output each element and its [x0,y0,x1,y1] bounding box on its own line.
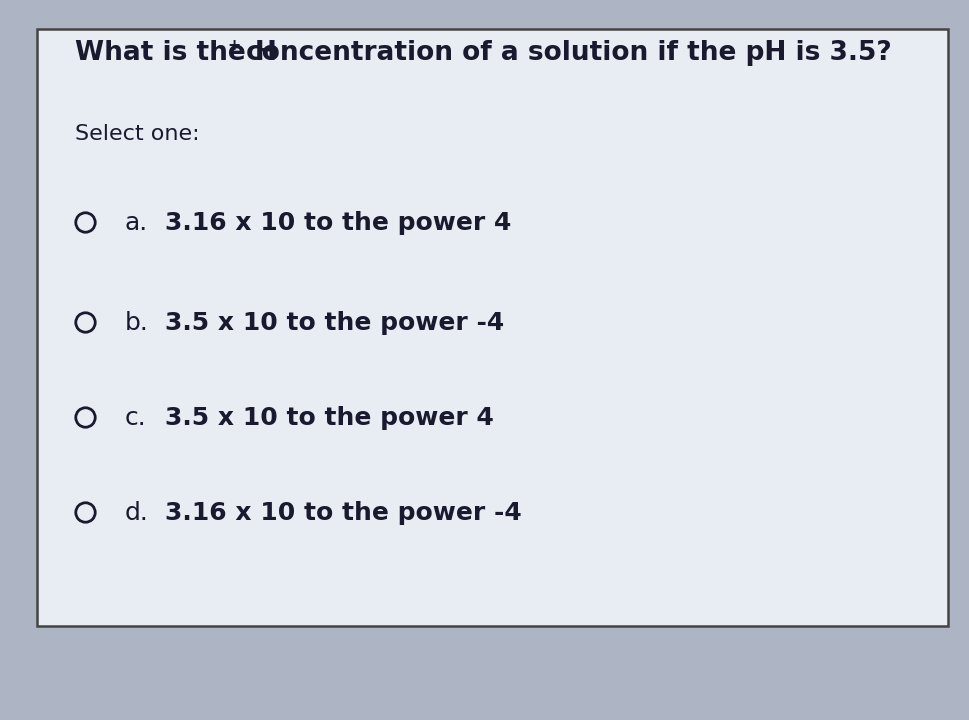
Text: 3.5 x 10 to the power 4: 3.5 x 10 to the power 4 [165,406,494,430]
Text: d.: d. [125,501,149,525]
Text: 3.16 x 10 to the power 4: 3.16 x 10 to the power 4 [165,211,512,235]
Text: Select one:: Select one: [75,124,200,144]
Text: 3.5 x 10 to the power -4: 3.5 x 10 to the power -4 [165,311,504,335]
Text: What is the H: What is the H [75,40,277,66]
Text: +: + [227,38,240,53]
Text: c.: c. [125,406,146,430]
Text: a.: a. [125,211,148,235]
Text: concentration of a solution if the pH is 3.5?: concentration of a solution if the pH is… [237,40,891,66]
Text: b.: b. [125,311,149,335]
Text: 3.16 x 10 to the power -4: 3.16 x 10 to the power -4 [165,501,521,525]
